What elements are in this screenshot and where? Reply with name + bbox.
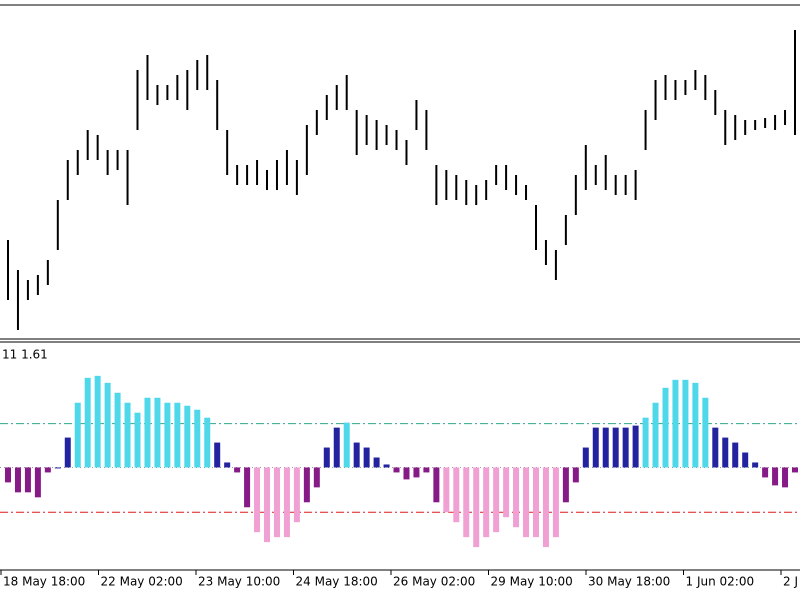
histogram-bar	[164, 402, 171, 468]
histogram-bar	[782, 467, 789, 488]
indicator-label: 11 1.61	[2, 348, 48, 362]
histogram-bar	[264, 467, 271, 543]
histogram-bar	[224, 462, 231, 468]
histogram-bar	[433, 467, 440, 503]
histogram-bar	[692, 382, 699, 468]
x-tick-label: 2 J	[783, 575, 798, 589]
histogram-bar	[463, 467, 470, 538]
histogram-bar	[542, 467, 549, 548]
histogram-bar	[343, 422, 350, 468]
histogram-bar	[602, 427, 609, 468]
histogram-bar	[383, 464, 390, 468]
histogram-bar	[622, 427, 629, 468]
histogram-bar	[194, 409, 201, 468]
histogram-bar	[552, 467, 559, 538]
histogram-bar	[64, 437, 71, 468]
histogram-bar	[84, 377, 91, 468]
x-tick-label: 29 May 10:00	[491, 575, 573, 589]
histogram-bar	[572, 467, 579, 483]
histogram-bar	[632, 425, 639, 468]
histogram-bar	[592, 427, 599, 468]
histogram-bar	[403, 467, 410, 480]
histogram-bar	[234, 467, 241, 473]
histogram-bar	[214, 442, 221, 468]
histogram-bar	[513, 467, 520, 528]
histogram-bar	[283, 467, 290, 538]
histogram-bar	[254, 467, 261, 533]
histogram-bar	[523, 467, 530, 538]
histogram-bar	[493, 467, 500, 533]
histogram-bar	[792, 467, 798, 473]
histogram-bar	[74, 402, 81, 468]
histogram-bar	[24, 467, 31, 493]
histogram-bar	[54, 467, 61, 469]
histogram-bar	[144, 397, 151, 468]
histogram-bar	[752, 462, 759, 468]
histogram-bar	[453, 467, 460, 523]
x-tick-label: 30 May 18:00	[588, 575, 670, 589]
histogram-bar	[712, 427, 719, 468]
histogram-bar	[273, 467, 280, 538]
histogram-bar	[44, 467, 51, 473]
histogram-bar	[443, 467, 450, 513]
histogram-bar	[473, 467, 480, 548]
histogram-bar	[732, 442, 739, 468]
histogram-bar	[34, 467, 41, 498]
histogram-bar	[363, 447, 370, 468]
x-tick-label: 23 May 10:00	[198, 575, 280, 589]
histogram-bar	[413, 467, 420, 478]
histogram-bar	[114, 392, 121, 468]
histogram-bar	[772, 467, 779, 486]
histogram-bar	[503, 467, 510, 518]
histogram-bar	[204, 417, 211, 468]
histogram-bar	[174, 402, 181, 468]
x-tick-label: 1 Jun 02:00	[686, 575, 755, 589]
histogram-bar	[662, 387, 669, 468]
histogram-bar	[244, 467, 251, 508]
histogram-bar	[303, 467, 310, 503]
histogram-bar	[373, 457, 380, 468]
x-tick-label: 18 May 18:00	[3, 575, 85, 589]
histogram-bar	[353, 442, 360, 468]
histogram-bar	[154, 397, 161, 468]
histogram-bar	[323, 447, 330, 468]
histogram-bar	[532, 467, 539, 538]
histogram-bar	[14, 467, 21, 493]
histogram-bar	[682, 379, 689, 468]
histogram-bar	[652, 402, 659, 468]
histogram-bar	[742, 452, 749, 468]
histogram-bar	[333, 427, 340, 468]
histogram-bar	[5, 467, 11, 483]
histogram-bar	[104, 382, 111, 468]
histogram-bar	[313, 467, 320, 488]
histogram-bar	[423, 467, 430, 473]
histogram-bar	[483, 467, 490, 538]
histogram-bar	[293, 467, 300, 523]
x-tick-label: 24 May 18:00	[296, 575, 378, 589]
histogram-bar	[672, 379, 679, 468]
histogram-bar	[702, 397, 709, 468]
histogram-bar	[393, 467, 400, 473]
histogram-bar	[642, 417, 649, 468]
histogram-bar	[562, 467, 569, 503]
histogram-bar	[582, 447, 589, 468]
histogram-bar	[612, 427, 619, 468]
histogram-bar	[134, 412, 141, 468]
histogram-bar	[722, 437, 729, 468]
x-tick-label: 22 May 02:00	[101, 575, 183, 589]
x-tick-label: 26 May 02:00	[393, 575, 475, 589]
histogram-bar	[184, 405, 191, 468]
histogram-bar	[124, 402, 131, 468]
histogram-bar	[94, 375, 101, 468]
histogram-bar	[762, 467, 769, 478]
